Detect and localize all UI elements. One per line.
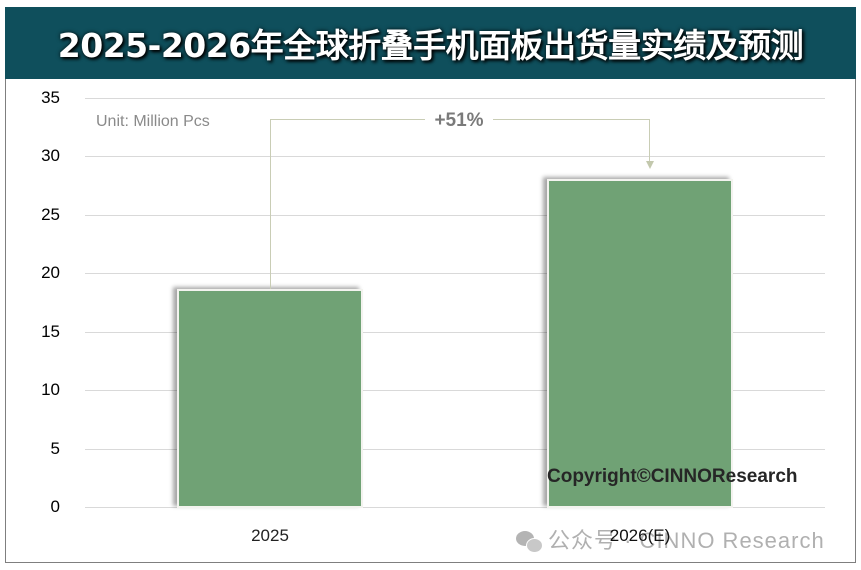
gridline-0 bbox=[85, 507, 825, 508]
growth-arrow-icon bbox=[646, 161, 654, 169]
bar-2026e bbox=[547, 179, 733, 508]
y-tick-label: 25 bbox=[41, 205, 60, 224]
y-tick-label: 10 bbox=[41, 380, 60, 399]
x-tick-label: 2026(E) bbox=[609, 526, 671, 545]
gridline-5 bbox=[85, 449, 825, 450]
gridline-30 bbox=[85, 156, 825, 157]
gridline-10 bbox=[85, 390, 825, 391]
x-tick-label: 2025 bbox=[251, 526, 289, 545]
title-banner: 2025-2026年全球折叠手机面板出货量实绩及预测 bbox=[5, 7, 856, 79]
y-tick-label: 20 bbox=[41, 263, 60, 282]
y-tick-label: 0 bbox=[50, 497, 60, 516]
copyright-label: Copyright©CINNOResearch bbox=[547, 466, 798, 487]
chart-title: 2025-2026年全球折叠手机面板出货量实绩及预测 bbox=[57, 26, 804, 65]
y-tick-label: 15 bbox=[41, 322, 60, 341]
y-tick-label: 30 bbox=[41, 146, 60, 165]
growth-connector-left bbox=[270, 119, 271, 289]
gridline-20 bbox=[85, 273, 825, 274]
gridline-15 bbox=[85, 332, 825, 333]
gridline-25 bbox=[85, 215, 825, 216]
watermark: 公众号 · CINNO Research bbox=[516, 523, 825, 555]
watermark-text: 公众号 · CINNO Research bbox=[548, 528, 825, 553]
gridline-35 bbox=[85, 98, 825, 99]
growth-annotation: +51% bbox=[425, 110, 493, 132]
y-tick-label: 35 bbox=[41, 88, 60, 107]
unit-label: Unit: Million Pcs bbox=[96, 113, 210, 130]
growth-connector-right bbox=[649, 119, 650, 163]
y-tick-label: 5 bbox=[50, 439, 60, 458]
wechat-icon bbox=[516, 531, 543, 554]
bar-2025 bbox=[177, 289, 363, 508]
